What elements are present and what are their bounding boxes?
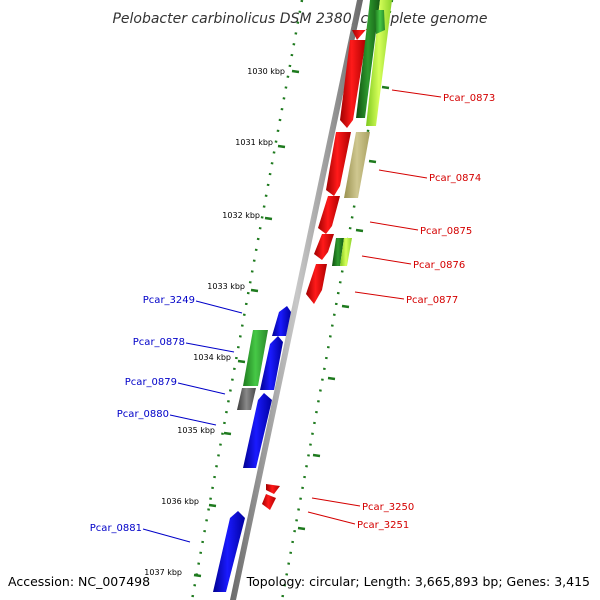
major-ticks bbox=[193, 69, 300, 578]
gene-label-right[interactable]: Pcar_3250 bbox=[362, 502, 414, 513]
gene-label-left[interactable]: Pcar_0879 bbox=[125, 377, 177, 388]
gene-arrow-pcar-0878[interactable] bbox=[243, 330, 268, 386]
kbp-label: 1034 kbp bbox=[193, 353, 231, 362]
major-ticks-right bbox=[297, 85, 390, 531]
gene-label-right[interactable]: Pcar_0873 bbox=[443, 93, 495, 104]
kbp-label: 1037 kbp bbox=[144, 568, 182, 577]
reverse-strand-genes bbox=[213, 306, 291, 592]
kbp-label: 1030 kbp bbox=[247, 67, 285, 76]
gene-arrow-pcar-0879[interactable] bbox=[237, 388, 256, 410]
gene-label-left[interactable]: Pcar_3249 bbox=[143, 295, 195, 306]
kbp-label: 1033 kbp bbox=[207, 282, 245, 291]
gene-arrow-red[interactable] bbox=[326, 132, 351, 196]
gene-arrow-red[interactable] bbox=[314, 234, 334, 260]
gene-arrow-blue[interactable] bbox=[260, 336, 283, 390]
gene-arrow-red[interactable] bbox=[340, 40, 366, 128]
gene-arrow-lime[interactable] bbox=[340, 238, 352, 266]
gene-label-left[interactable]: Pcar_0880 bbox=[117, 409, 169, 420]
gene-arrow-pcar-0877[interactable] bbox=[306, 264, 327, 304]
gene-label-right[interactable]: Pcar_0874 bbox=[429, 173, 481, 184]
gene-arrow-pcar-0873[interactable] bbox=[375, 10, 385, 34]
gene-label-right[interactable]: Pcar_3251 bbox=[357, 520, 409, 531]
gene-arrow-pcar-0881[interactable] bbox=[213, 511, 245, 592]
gene-arrow-pcar-0873-red[interactable] bbox=[352, 26, 371, 40]
left-gene-labels: Pcar_3249 Pcar_0878 Pcar_0879 Pcar_0880 … bbox=[90, 295, 243, 543]
gene-arrow-pcar-0875[interactable] bbox=[318, 196, 340, 234]
map-title: Pelobacter carbinolicus DSM 2380, comple… bbox=[112, 11, 487, 27]
genome-backbone bbox=[230, 0, 363, 600]
topology-summary: Topology: circular; Length: 3,665,893 bp… bbox=[246, 574, 590, 589]
tick-track-left bbox=[190, 0, 304, 600]
gene-arrow-lime[interactable] bbox=[366, 0, 392, 126]
gene-label-right[interactable]: Pcar_0876 bbox=[413, 260, 465, 271]
gene-arrow-pcar-0874[interactable] bbox=[344, 132, 370, 198]
gene-arrow-pcar-3251[interactable] bbox=[262, 494, 276, 510]
accession-text: Accession: NC_007498 bbox=[8, 574, 150, 589]
gene-arrow-pcar-3250[interactable] bbox=[266, 484, 280, 494]
gene-arrow-green[interactable] bbox=[356, 0, 380, 118]
gene-label-left[interactable]: Pcar_0878 bbox=[133, 337, 185, 348]
kbp-label: 1035 kbp bbox=[177, 426, 215, 435]
kbp-label: 1032 kbp bbox=[222, 211, 260, 220]
gene-arrow-pcar-3249[interactable] bbox=[272, 306, 291, 336]
gene-arrow-pcar-0880[interactable] bbox=[243, 393, 272, 468]
gene-label-right[interactable]: Pcar_0875 bbox=[420, 226, 472, 237]
kbp-labels: 1030 kbp 1031 kbp 1032 kbp 1033 kbp 1034… bbox=[144, 67, 285, 577]
right-gene-labels: Pcar_0873 Pcar_0874 Pcar_0875 Pcar_0876 … bbox=[307, 89, 495, 531]
kbp-label: 1031 kbp bbox=[235, 138, 273, 147]
gene-label-left[interactable]: Pcar_0881 bbox=[90, 523, 142, 534]
forward-strand-genes bbox=[262, 0, 392, 510]
kbp-label: 1036 kbp bbox=[161, 497, 199, 506]
gene-label-right[interactable]: Pcar_0877 bbox=[406, 295, 458, 306]
